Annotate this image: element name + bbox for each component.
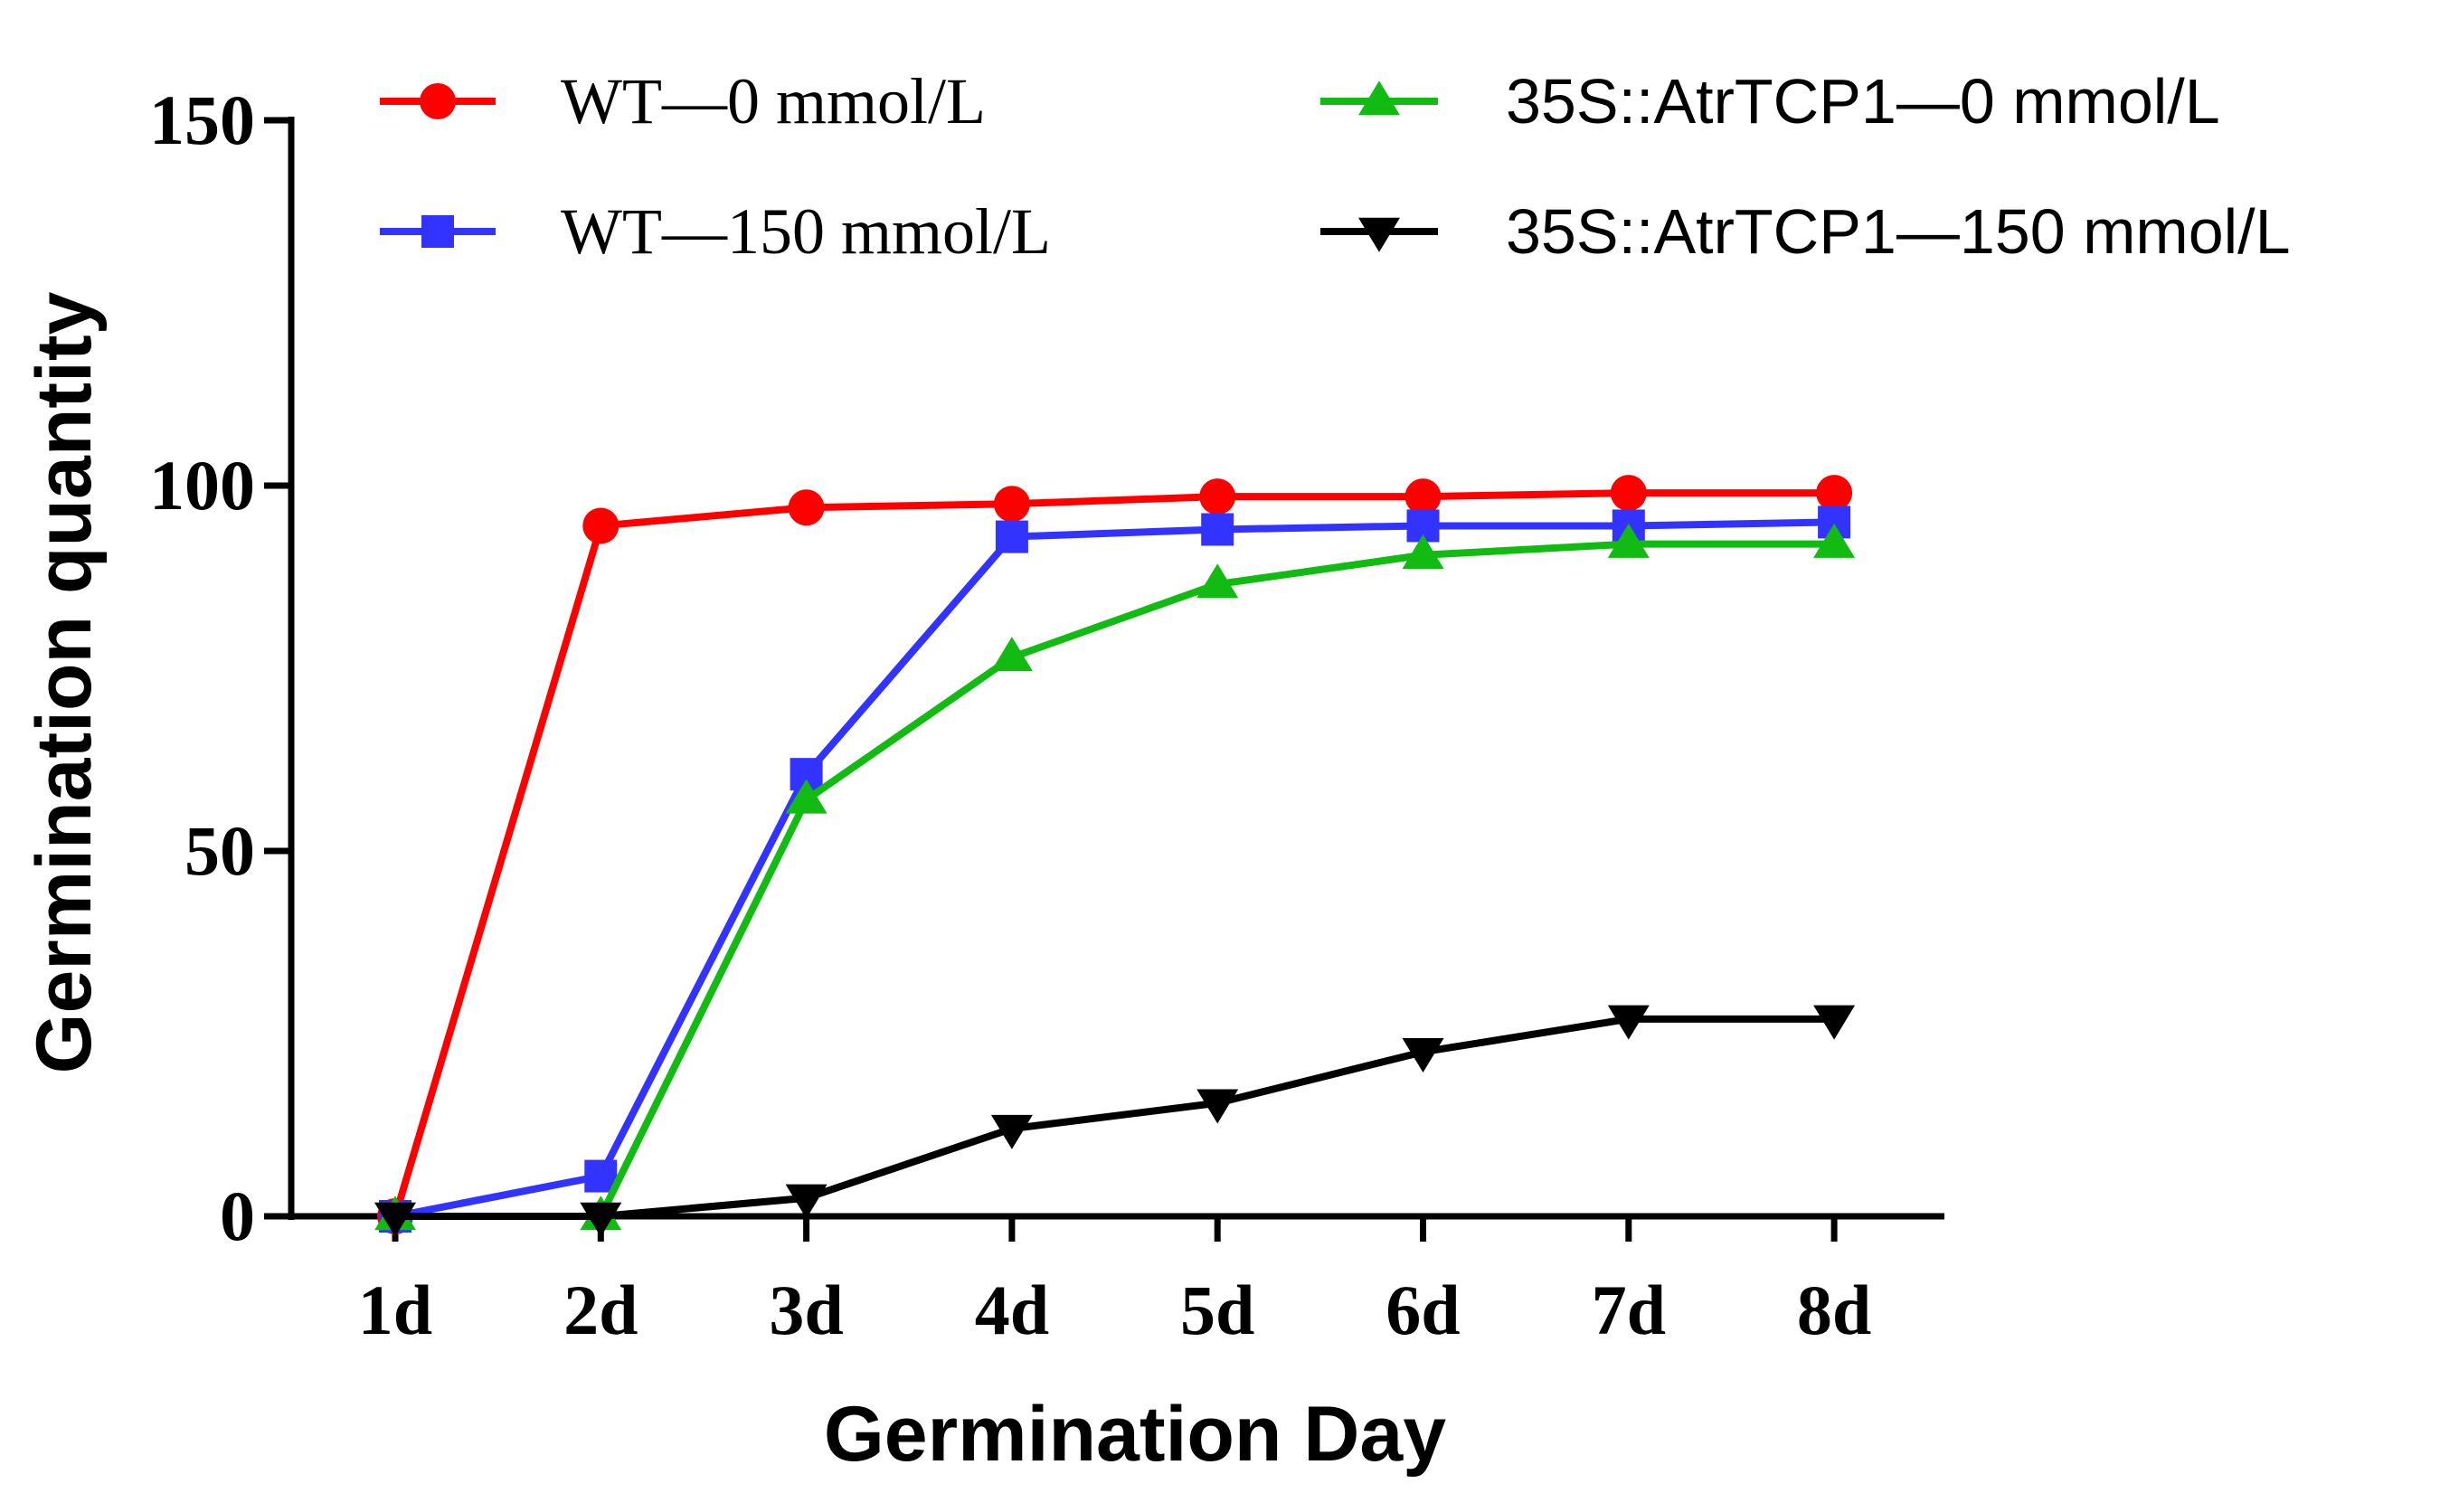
data-point <box>1607 1005 1650 1040</box>
data-point <box>785 779 828 814</box>
series-line <box>392 489 1835 1218</box>
data-point <box>374 1202 416 1237</box>
data-point <box>1610 475 1647 512</box>
data-point <box>1607 523 1650 558</box>
series-2 <box>379 506 1851 1233</box>
data-point <box>1196 563 1239 599</box>
y-tick-label: 100 <box>149 446 255 524</box>
data-point <box>1402 534 1444 569</box>
legend-item-3: 35S::AtrTCP1—0 mmol/L <box>1320 66 2220 137</box>
y-tick-label: 150 <box>149 80 255 159</box>
x-axis-label: Germination Day <box>824 1391 1446 1478</box>
y-tick-label: 50 <box>184 811 255 890</box>
series-4 <box>374 1005 1856 1237</box>
x-tick-label: 6d <box>1386 1271 1460 1349</box>
data-point <box>1404 478 1442 515</box>
legend-marker <box>420 83 456 119</box>
data-point <box>990 1114 1033 1149</box>
legend: WT—0 mmol/LWT—150 mmol/L 35S::AtrTCP1—0 m… <box>380 65 2291 268</box>
series-1 <box>377 475 1853 1234</box>
legend-item-4: 35S::AtrTCP1—150 mmol/L <box>1320 196 2291 267</box>
series-layer <box>374 475 1856 1237</box>
legend-marker <box>421 215 454 248</box>
axes: 0 50 100 150 1d 2d 3d 4d 5d 6d 7d 8d <box>149 80 1944 1349</box>
legend-label: WT—0 mmol/L <box>561 65 986 137</box>
data-point <box>995 520 1028 553</box>
series-line <box>395 540 1835 1220</box>
data-point <box>580 1202 622 1237</box>
x-tick-label: 8d <box>1797 1271 1871 1349</box>
series-line <box>395 1015 1835 1220</box>
data-point <box>1196 1089 1239 1124</box>
x-tick-label: 2d <box>563 1271 638 1349</box>
x-tick-label: 4d <box>975 1271 1049 1349</box>
data-point <box>785 1184 828 1219</box>
data-point <box>1201 513 1234 546</box>
data-point <box>1199 478 1236 515</box>
legend-item-1: WT—0 mmol/L <box>380 65 986 137</box>
data-point <box>1402 1038 1444 1073</box>
x-tick-label: 7d <box>1592 1271 1666 1349</box>
data-point <box>788 489 825 526</box>
data-point <box>1813 523 1856 558</box>
x-tick-label: 3d <box>769 1271 843 1349</box>
legend-label: 35S::AtrTCP1—0 mmol/L <box>1506 66 2220 137</box>
data-point <box>1816 475 1853 512</box>
data-point <box>993 486 1030 523</box>
legend-marker <box>1358 80 1400 116</box>
data-point <box>582 507 619 544</box>
legend-marker <box>1358 217 1400 252</box>
data-point <box>1813 1005 1856 1040</box>
y-tick-label: 0 <box>220 1177 255 1255</box>
legend-item-2: WT—150 mmol/L <box>380 195 1051 268</box>
legend-label: WT—150 mmol/L <box>561 195 1051 268</box>
x-tick-label: 5d <box>1180 1271 1254 1349</box>
legend-label: 35S::AtrTCP1—150 mmol/L <box>1506 196 2291 267</box>
y-axis-label: Germination quantity <box>21 291 108 1073</box>
series-line <box>394 518 1835 1220</box>
series-3 <box>374 523 1856 1231</box>
x-tick-label: 1d <box>358 1271 432 1349</box>
data-point <box>990 637 1033 672</box>
